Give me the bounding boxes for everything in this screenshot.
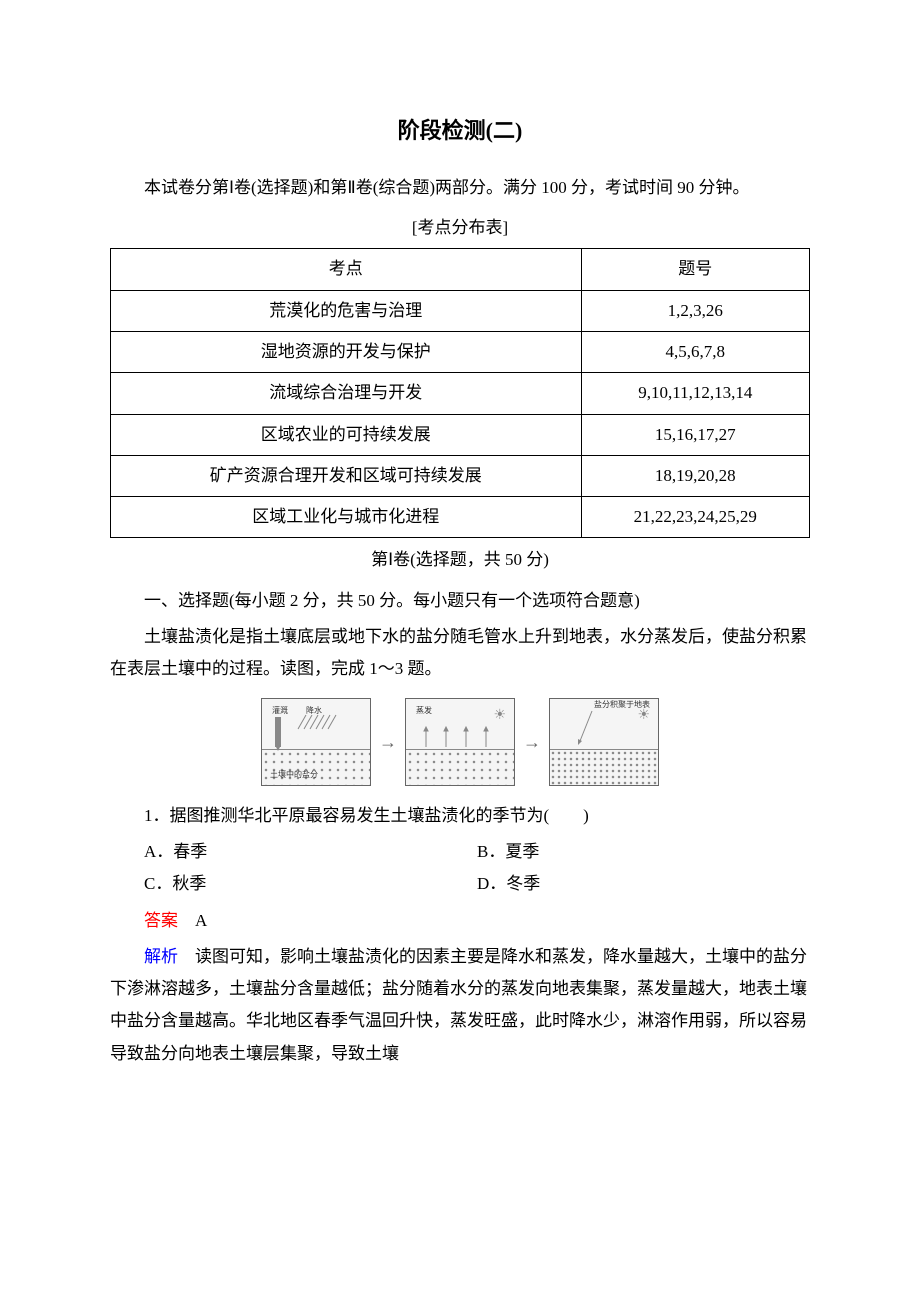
table-header-cell: 题号 — [581, 249, 809, 290]
table-row: 流域综合治理与开发 9,10,11,12,13,14 — [111, 373, 810, 414]
section-header: 第Ⅰ卷(选择题，共 50 分) — [110, 544, 810, 576]
table-cell: 18,19,20,28 — [581, 455, 809, 496]
table-caption: [考点分布表] — [110, 212, 810, 244]
table-row: 区域农业的可持续发展 15,16,17,27 — [111, 414, 810, 455]
soil-layer-dense — [550, 749, 658, 785]
analysis-paragraph: 解析 读图可知，影响土壤盐渍化的因素主要是降水和蒸发，降水量越大，土壤中的盐分下… — [110, 941, 810, 1070]
table-cell: 4,5,6,7,8 — [581, 331, 809, 372]
table-row: 区域工业化与城市化进程 21,22,23,24,25,29 — [111, 497, 810, 538]
analysis-label: 解析 — [144, 947, 178, 966]
table-row: 荒漠化的危害与治理 1,2,3,26 — [111, 290, 810, 331]
answer-value: A — [195, 911, 207, 930]
table-cell: 矿产资源合理开发和区域可持续发展 — [111, 455, 582, 496]
question-1-options: A．春季 B．夏季 C．秋季 D．冬季 — [110, 836, 810, 901]
table-cell: 流域综合治理与开发 — [111, 373, 582, 414]
table-cell: 9,10,11,12,13,14 — [581, 373, 809, 414]
answer-line: 答案 A — [110, 905, 810, 937]
option-b: B．夏季 — [477, 836, 810, 868]
figure-panel-1: 灌溉 降水 土壤中的盐分 — [261, 698, 371, 786]
question-number: 1． — [144, 806, 170, 825]
table-header-cell: 考点 — [111, 249, 582, 290]
table-cell: 荒漠化的危害与治理 — [111, 290, 582, 331]
figure-bottom-label: 土壤中的盐分 — [270, 767, 318, 782]
table-cell: 湿地资源的开发与保护 — [111, 331, 582, 372]
table-cell: 区域工业化与城市化进程 — [111, 497, 582, 538]
table-row: 湿地资源的开发与保护 4,5,6,7,8 — [111, 331, 810, 372]
figure-panel-3: 盐分积聚于地表 ☀ — [549, 698, 659, 786]
table-cell: 15,16,17,27 — [581, 414, 809, 455]
table-cell: 区域农业的可持续发展 — [111, 414, 582, 455]
table-header-row: 考点 题号 — [111, 249, 810, 290]
table-cell: 21,22,23,24,25,29 — [581, 497, 809, 538]
arrow-icon: → — [379, 725, 397, 759]
intro-paragraph: 本试卷分第Ⅰ卷(选择题)和第Ⅱ卷(综合题)两部分。满分 100 分，考试时间 9… — [110, 172, 810, 204]
section-instruction: 一、选择题(每小题 2 分，共 50 分。每小题只有一个选项符合题意) — [110, 585, 810, 617]
soil-layer — [406, 749, 514, 785]
table-cell: 1,2,3,26 — [581, 290, 809, 331]
option-c: C．秋季 — [144, 868, 477, 900]
soil-salinization-figure: 灌溉 降水 土壤中的盐分 → 蒸发 ☀ — [110, 698, 810, 786]
figure-panel-2: 蒸发 ☀ — [405, 698, 515, 786]
arrow-icon: → — [523, 725, 541, 759]
topic-distribution-table: 考点 题号 荒漠化的危害与治理 1,2,3,26 湿地资源的开发与保护 4,5,… — [110, 248, 810, 538]
passage-text: 土壤盐渍化是指土壤底层或地下水的盐分随毛管水上升到地表，水分蒸发后，使盐分积累在… — [110, 621, 810, 686]
question-1-stem: 1．据图推测华北平原最容易发生土壤盐渍化的季节为( ) — [110, 800, 810, 832]
question-text: 据图推测华北平原最容易发生土壤盐渍化的季节为( ) — [170, 806, 589, 825]
option-d: D．冬季 — [477, 868, 810, 900]
analysis-text: 读图可知，影响土壤盐渍化的因素主要是降水和蒸发，降水量越大，土壤中的盐分下渗淋溶… — [110, 947, 807, 1063]
document-title: 阶段检测(二) — [110, 110, 810, 152]
option-a: A．春季 — [144, 836, 477, 868]
answer-label: 答案 — [144, 911, 178, 930]
table-row: 矿产资源合理开发和区域可持续发展 18,19,20,28 — [111, 455, 810, 496]
